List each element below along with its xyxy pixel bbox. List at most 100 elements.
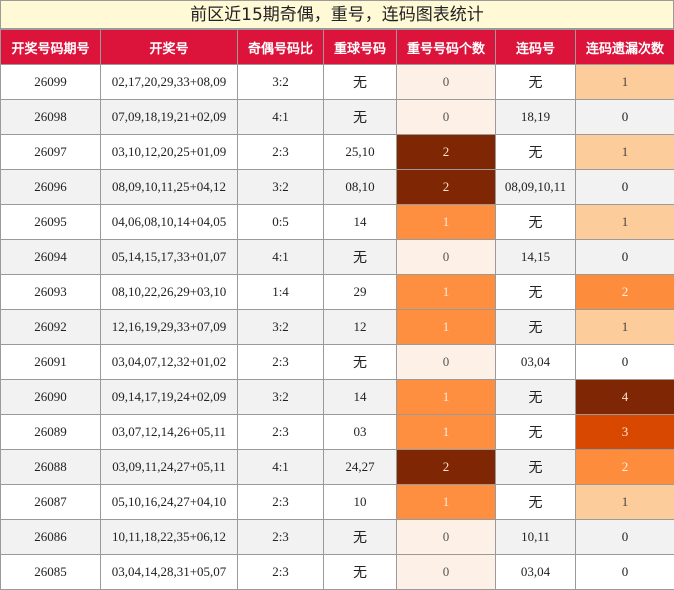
repeat-numbers-cell: 03	[324, 415, 397, 450]
repeat-count-cell: 1	[397, 310, 496, 345]
odd-even-ratio-cell: 4:1	[238, 450, 324, 485]
consecutive-miss-cell: 1	[576, 205, 674, 240]
consecutive-numbers-cell: 无	[496, 485, 576, 520]
repeat-count-cell: 1	[397, 205, 496, 240]
period-cell: 26096	[1, 170, 101, 205]
numbers-cell: 05,10,16,24,27+04,10	[101, 485, 238, 520]
consecutive-miss-cell: 1	[576, 135, 674, 170]
consecutive-miss-cell: 2	[576, 450, 674, 485]
repeat-count-cell: 1	[397, 275, 496, 310]
repeat-numbers-cell: 25,10	[324, 135, 397, 170]
consecutive-numbers-cell: 无	[496, 310, 576, 345]
numbers-cell: 12,16,19,29,33+07,09	[101, 310, 238, 345]
repeat-numbers-cell: 无	[324, 100, 397, 135]
repeat-count-cell: 0	[397, 520, 496, 555]
period-cell: 26098	[1, 100, 101, 135]
period-cell: 26097	[1, 135, 101, 170]
repeat-count-cell: 2	[397, 170, 496, 205]
odd-even-ratio-cell: 3:2	[238, 380, 324, 415]
consecutive-miss-cell: 1	[576, 310, 674, 345]
consecutive-miss-cell: 1	[576, 65, 674, 100]
period-cell: 26095	[1, 205, 101, 240]
period-cell: 26090	[1, 380, 101, 415]
consecutive-numbers-cell: 无	[496, 415, 576, 450]
numbers-cell: 08,10,22,26,29+03,10	[101, 275, 238, 310]
consecutive-miss-cell: 0	[576, 345, 674, 380]
repeat-count-cell: 1	[397, 380, 496, 415]
repeat-count-cell: 0	[397, 100, 496, 135]
header-repeat-numbers: 重球号码	[324, 30, 397, 65]
numbers-cell: 05,14,15,17,33+01,07	[101, 240, 238, 275]
header-consecutive-miss: 连码遗漏次数	[576, 30, 674, 65]
numbers-cell: 07,09,18,19,21+02,09	[101, 100, 238, 135]
lottery-stats-table: 开奖号码期号 开奖号 奇偶号码比 重球号码 重号号码个数 连码号 连码遗漏次数 …	[0, 29, 674, 590]
repeat-numbers-cell: 08,10	[324, 170, 397, 205]
period-cell: 26085	[1, 555, 101, 590]
numbers-cell: 10,11,18,22,35+06,12	[101, 520, 238, 555]
repeat-numbers-cell: 14	[324, 380, 397, 415]
repeat-count-cell: 1	[397, 485, 496, 520]
header-odd-even-ratio: 奇偶号码比	[238, 30, 324, 65]
odd-even-ratio-cell: 1:4	[238, 275, 324, 310]
repeat-numbers-cell: 无	[324, 520, 397, 555]
numbers-cell: 03,04,07,12,32+01,02	[101, 345, 238, 380]
consecutive-numbers-cell: 08,09,10,11	[496, 170, 576, 205]
numbers-cell: 08,09,10,11,25+04,12	[101, 170, 238, 205]
consecutive-numbers-cell: 无	[496, 135, 576, 170]
consecutive-miss-cell: 1	[576, 485, 674, 520]
header-repeat-count: 重号号码个数	[397, 30, 496, 65]
period-cell: 26088	[1, 450, 101, 485]
odd-even-ratio-cell: 2:3	[238, 485, 324, 520]
numbers-cell: 03,04,14,28,31+05,07	[101, 555, 238, 590]
odd-even-ratio-cell: 2:3	[238, 135, 324, 170]
period-cell: 26087	[1, 485, 101, 520]
repeat-count-cell: 0	[397, 555, 496, 590]
odd-even-ratio-cell: 2:3	[238, 345, 324, 380]
numbers-cell: 03,10,12,20,25+01,09	[101, 135, 238, 170]
consecutive-miss-cell: 0	[576, 100, 674, 135]
odd-even-ratio-cell: 2:3	[238, 520, 324, 555]
numbers-cell: 02,17,20,29,33+08,09	[101, 65, 238, 100]
consecutive-numbers-cell: 无	[496, 65, 576, 100]
consecutive-miss-cell: 0	[576, 240, 674, 275]
odd-even-ratio-cell: 4:1	[238, 240, 324, 275]
period-cell: 26089	[1, 415, 101, 450]
numbers-cell: 03,07,12,14,26+05,11	[101, 415, 238, 450]
repeat-numbers-cell: 无	[324, 240, 397, 275]
period-cell: 26086	[1, 520, 101, 555]
repeat-count-cell: 0	[397, 345, 496, 380]
consecutive-numbers-cell: 14,15	[496, 240, 576, 275]
odd-even-ratio-cell: 3:2	[238, 170, 324, 205]
repeat-numbers-cell: 29	[324, 275, 397, 310]
repeat-count-cell: 0	[397, 240, 496, 275]
repeat-count-cell: 2	[397, 135, 496, 170]
consecutive-miss-cell: 0	[576, 520, 674, 555]
odd-even-ratio-cell: 2:3	[238, 415, 324, 450]
consecutive-numbers-cell: 无	[496, 380, 576, 415]
period-cell: 26099	[1, 65, 101, 100]
consecutive-miss-cell: 4	[576, 380, 674, 415]
consecutive-numbers-cell: 03,04	[496, 345, 576, 380]
repeat-numbers-cell: 14	[324, 205, 397, 240]
consecutive-miss-cell: 3	[576, 415, 674, 450]
consecutive-numbers-cell: 无	[496, 205, 576, 240]
consecutive-numbers-cell: 03,04	[496, 555, 576, 590]
odd-even-ratio-cell: 3:2	[238, 65, 324, 100]
consecutive-numbers-cell: 18,19	[496, 100, 576, 135]
numbers-cell: 03,09,11,24,27+05,11	[101, 450, 238, 485]
